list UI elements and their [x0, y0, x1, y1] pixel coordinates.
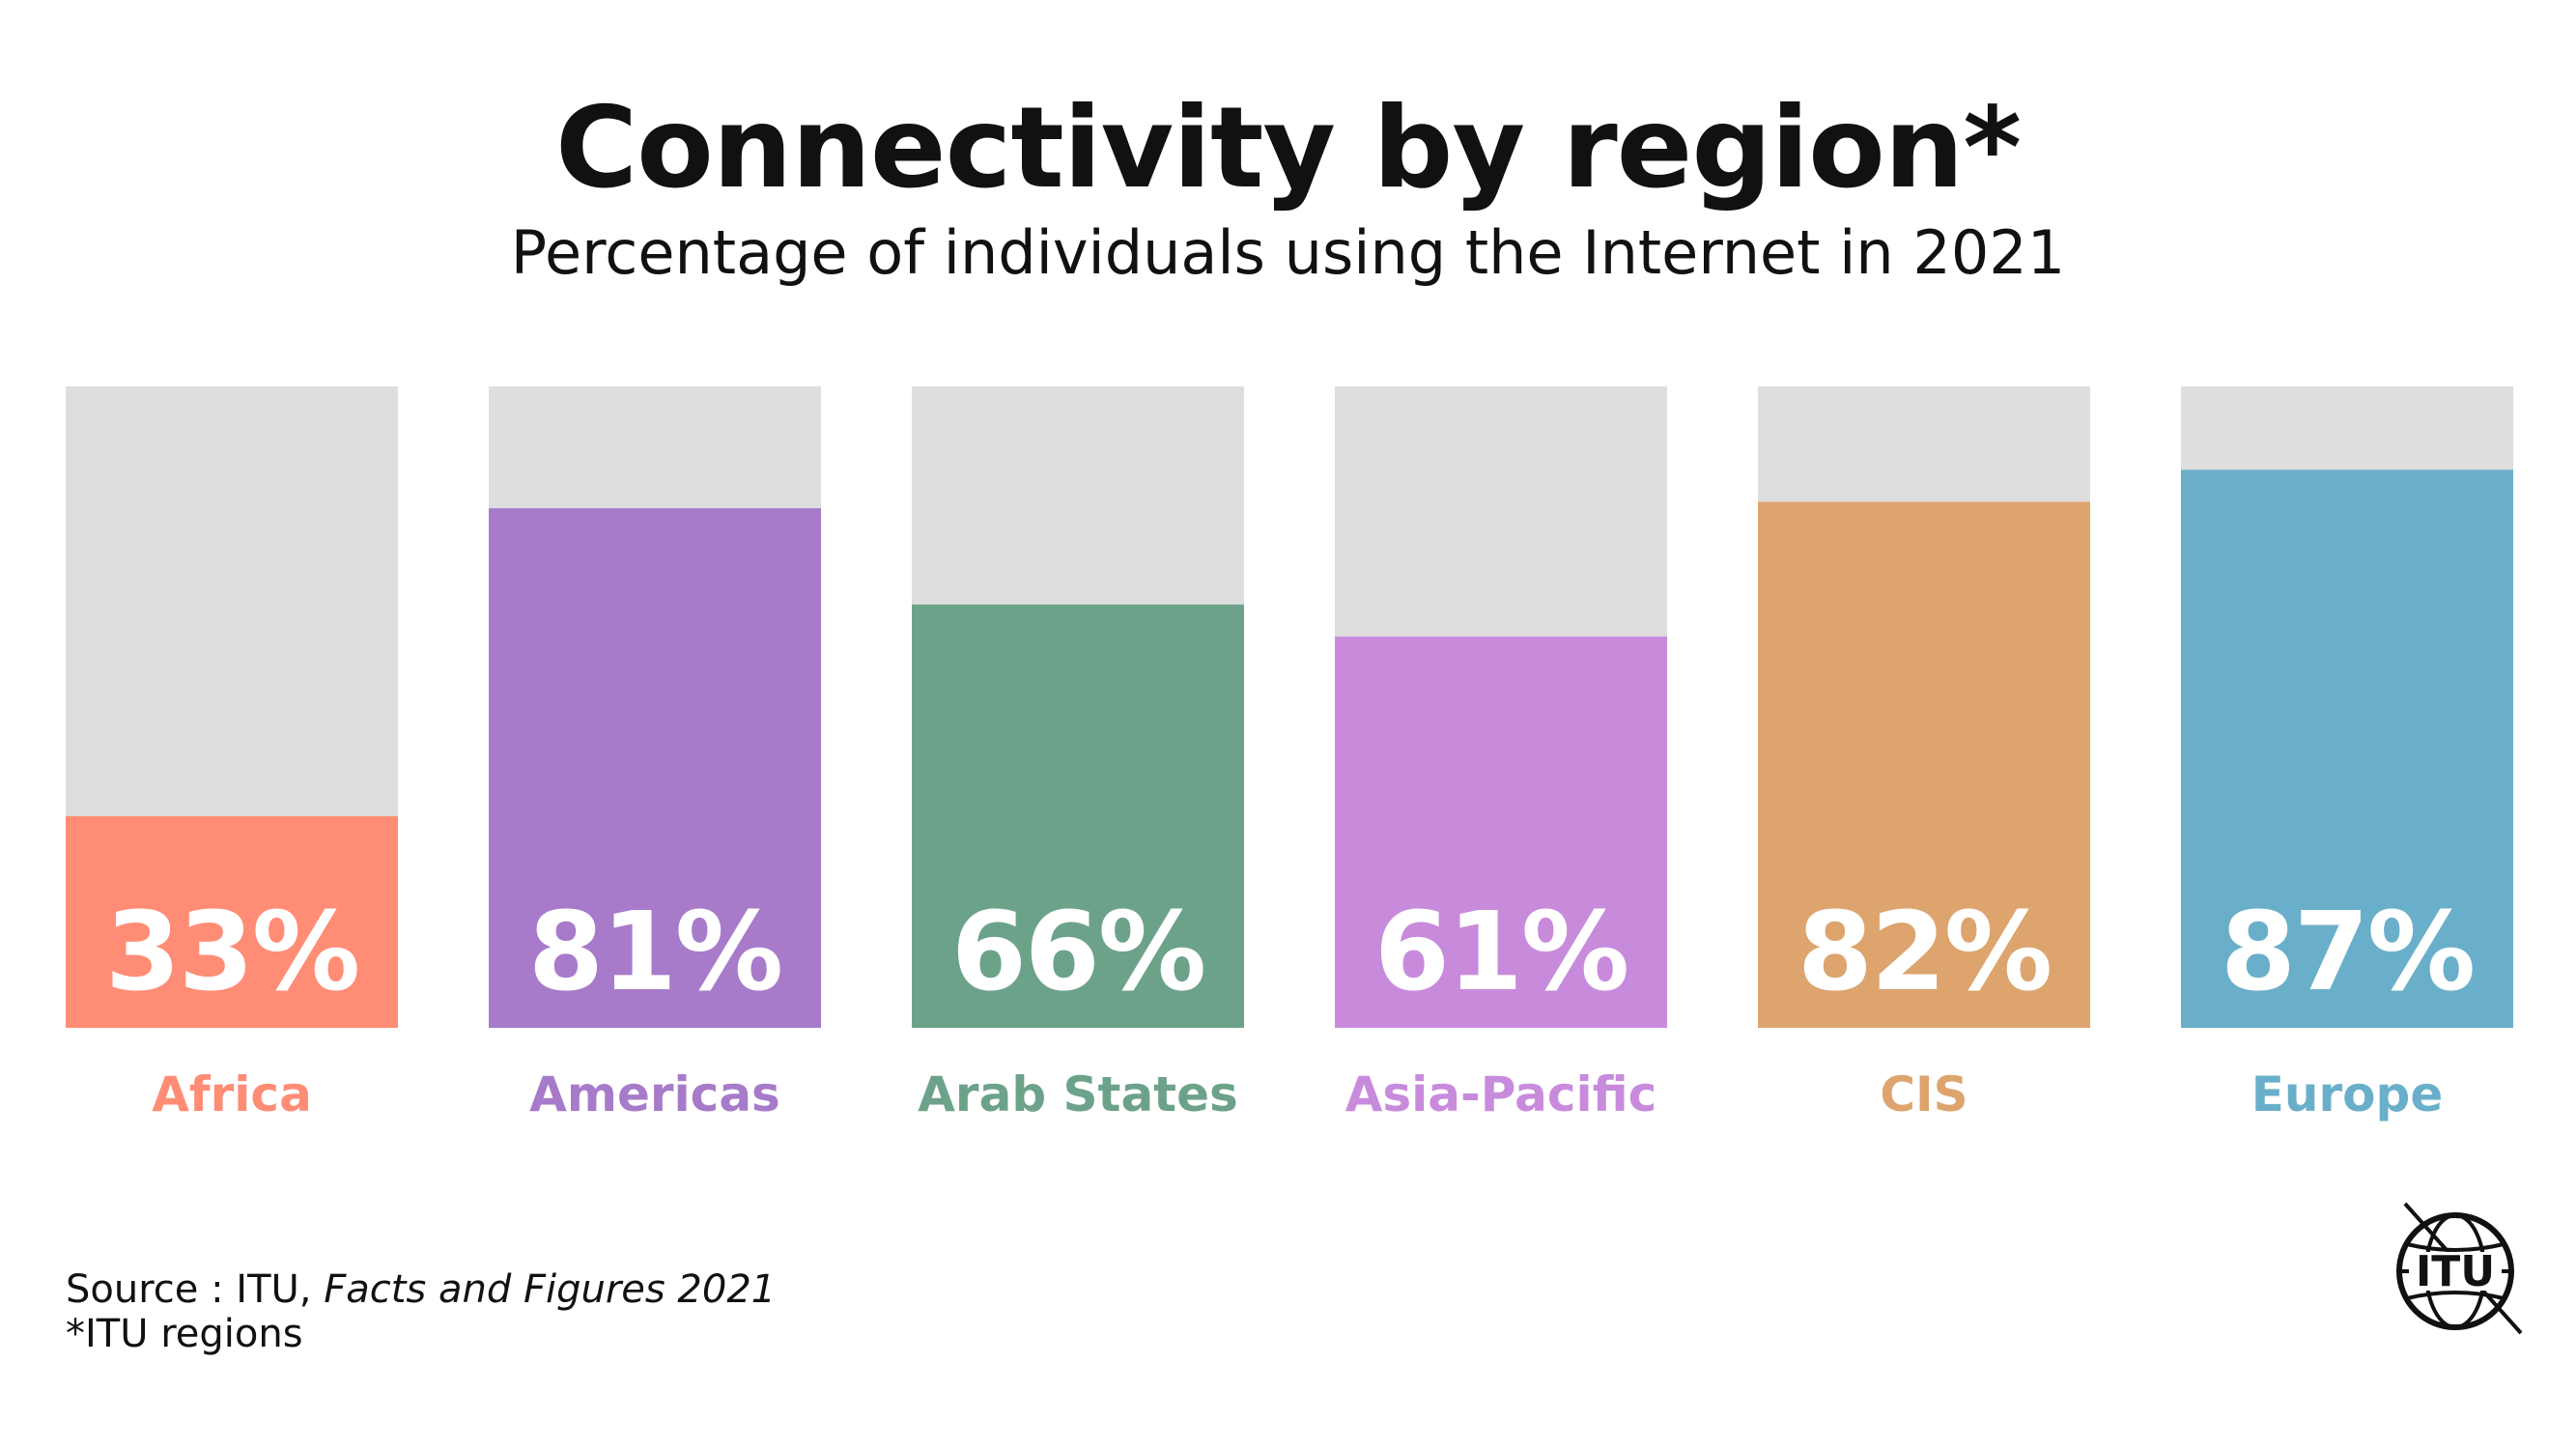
source-publication: Facts and Figures 2021: [324, 1267, 777, 1312]
logo-text: ITU: [2416, 1247, 2495, 1296]
category-label: Americas: [529, 1066, 780, 1122]
data-label: 66%: [951, 890, 1204, 1015]
category-label: CIS: [1880, 1066, 1967, 1122]
bar-europe: [2181, 469, 2513, 1028]
itu-globe-logo-icon: ITU: [2396, 1202, 2523, 1335]
footnote: *ITU regions: [66, 1312, 303, 1356]
data-label: 81%: [528, 890, 781, 1015]
data-label: 33%: [105, 890, 358, 1015]
category-label: Europe: [2251, 1066, 2443, 1122]
bar-cis: [1758, 501, 2090, 1028]
chart-title: Connectivity by region*: [554, 83, 2022, 213]
data-label: 61%: [1374, 890, 1628, 1015]
category-label: Arab States: [918, 1066, 1238, 1122]
bar-americas: [489, 508, 821, 1028]
chart-footer: Source : ITU, Facts and Figures 2021 *IT…: [66, 1267, 776, 1356]
bar-arab-states: [912, 604, 1244, 1028]
bar-asia-pacific: [1335, 636, 1667, 1028]
category-label: Africa: [152, 1066, 312, 1122]
chart-subtitle: Percentage of individuals using the Inte…: [510, 217, 2066, 288]
data-label: 82%: [1798, 890, 2051, 1015]
data-label: 87%: [2221, 890, 2474, 1015]
source-line: Source : ITU, Facts and Figures 2021: [66, 1267, 776, 1312]
bar-africa: [66, 815, 398, 1028]
category-label: Asia-Pacific: [1345, 1066, 1657, 1122]
source-prefix: Source : ITU,: [66, 1267, 325, 1312]
